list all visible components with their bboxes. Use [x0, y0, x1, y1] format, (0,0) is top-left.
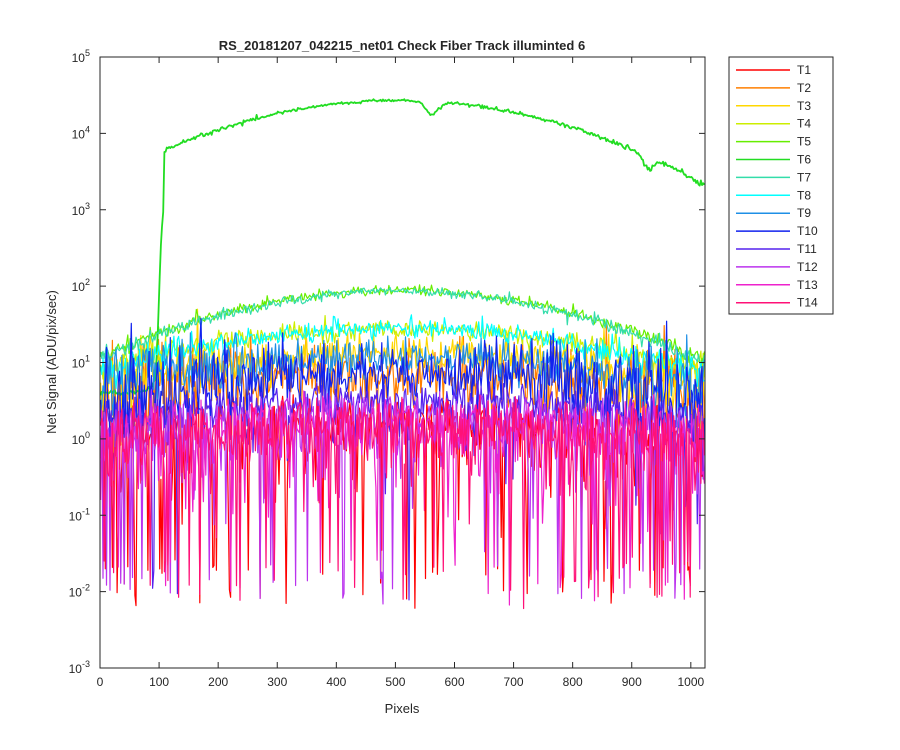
legend-label-t14: T14	[797, 296, 818, 310]
y-tick-exponent: 2	[85, 277, 90, 287]
legend-label-t11: T11	[797, 242, 817, 256]
y-tick-exponent: 4	[85, 124, 90, 134]
legend-label-t5: T5	[797, 135, 811, 149]
legend-label-t1: T1	[797, 63, 811, 77]
x-axis-label: Pixels	[385, 701, 420, 716]
series-layer	[99, 98, 706, 610]
x-tick-label: 0	[97, 675, 104, 689]
legend-label-t7: T7	[797, 170, 811, 184]
y-tick-base: 10	[69, 662, 83, 676]
y-tick-base: 10	[72, 204, 86, 218]
legend-box	[728, 56, 834, 315]
y-tick-exponent: 1	[85, 354, 90, 364]
y-tick-exponent: 0	[85, 430, 90, 440]
x-tick-label: 1000	[677, 675, 704, 689]
y-tick-base: 10	[69, 586, 83, 600]
x-tick-label: 200	[208, 675, 228, 689]
legend-label-t8: T8	[797, 188, 811, 202]
y-tick-exponent: 3	[85, 201, 90, 211]
legend-label-t12: T12	[797, 260, 818, 274]
y-tick-base: 10	[72, 51, 86, 65]
y-tick-label: 103	[72, 201, 90, 218]
x-tick-label: 500	[385, 675, 405, 689]
chart-title: RS_20181207_042215_net01 Check Fiber Tra…	[219, 38, 585, 53]
y-tick-exponent: -3	[82, 659, 90, 669]
legend-label-t10: T10	[797, 224, 818, 238]
x-tick-label: 900	[622, 675, 642, 689]
axis-ticks: 0 100 200 300 400 500 600 700 800 900 100010-310-2…	[69, 48, 705, 689]
x-tick-label: 700	[504, 675, 524, 689]
y-tick-label: 101	[72, 354, 90, 371]
legend-label-t2: T2	[797, 81, 811, 95]
y-axis-label: Net Signal (ADU/pix/sec)	[44, 290, 59, 434]
series-line-t6	[99, 98, 706, 396]
x-tick-label: 600	[444, 675, 464, 689]
y-tick-label: 10-1	[69, 506, 90, 523]
y-tick-label: 10-2	[69, 583, 90, 600]
legend-label-t13: T13	[797, 278, 818, 292]
y-tick-label: 10-3	[69, 659, 90, 676]
y-tick-base: 10	[69, 509, 83, 523]
y-tick-label: 100	[72, 430, 90, 447]
legend: T1 T2 T3 T4 T5 T6 T7 T8 T9 T10 T11 T12 T13 T14	[728, 56, 834, 315]
y-tick-base: 10	[72, 433, 86, 447]
x-tick-label: 100	[149, 675, 169, 689]
x-tick-label: 800	[563, 675, 583, 689]
legend-label-t9: T9	[797, 206, 811, 220]
y-tick-label: 104	[72, 124, 90, 141]
y-tick-base: 10	[72, 280, 86, 294]
x-tick-label: 400	[326, 675, 346, 689]
y-tick-exponent: -2	[82, 583, 90, 593]
legend-label-t3: T3	[797, 99, 811, 113]
y-tick-exponent: 5	[85, 48, 90, 58]
y-tick-exponent: -1	[82, 506, 90, 516]
legend-label-t4: T4	[797, 117, 811, 131]
y-tick-label: 102	[72, 277, 90, 294]
legend-label-t6: T6	[797, 153, 811, 167]
y-tick-base: 10	[72, 357, 86, 371]
y-tick-base: 10	[72, 127, 86, 141]
y-tick-label: 105	[72, 48, 90, 65]
x-tick-label: 300	[267, 675, 287, 689]
series-line-t14	[100, 394, 705, 610]
